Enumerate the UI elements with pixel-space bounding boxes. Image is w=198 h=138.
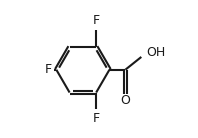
Text: F: F	[93, 14, 100, 27]
Text: F: F	[93, 112, 100, 125]
Text: OH: OH	[146, 46, 165, 59]
Text: F: F	[44, 63, 51, 76]
Text: O: O	[120, 94, 130, 107]
